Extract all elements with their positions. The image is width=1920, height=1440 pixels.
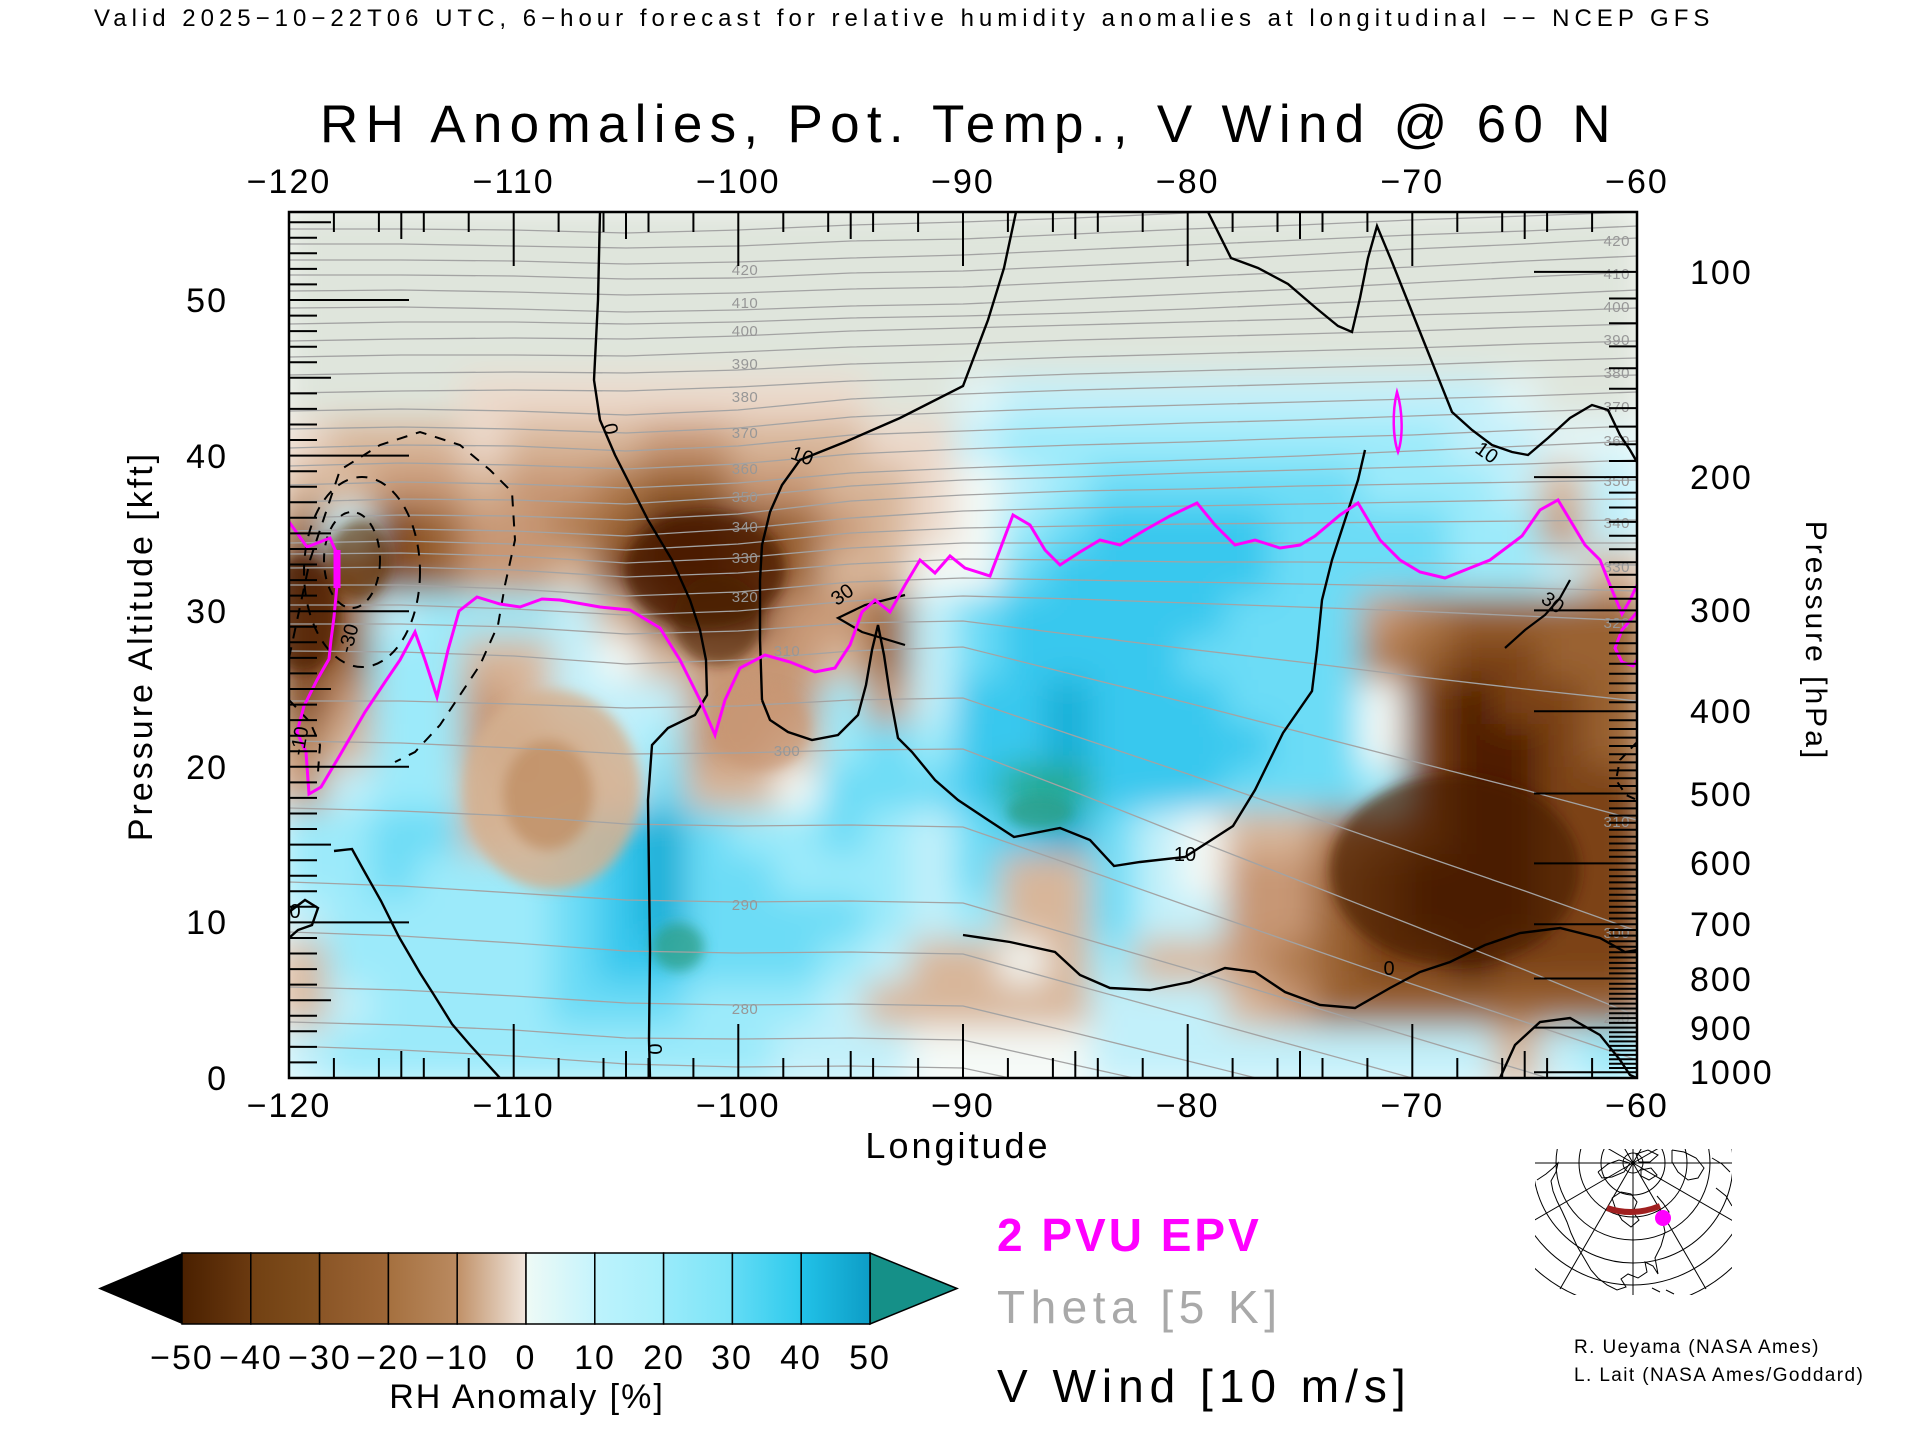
- svg-text:−40: −40: [219, 1339, 283, 1377]
- svg-text:Longitude: Longitude: [865, 1125, 1050, 1166]
- svg-text:10: 10: [186, 904, 228, 942]
- svg-text:−30: −30: [288, 1339, 352, 1377]
- svg-text:200: 200: [1690, 459, 1753, 497]
- svg-text:500: 500: [1690, 776, 1753, 814]
- svg-text:Pressure Altitude [kft]: Pressure Altitude [kft]: [122, 451, 160, 841]
- svg-text:RH Anomalies, Pot. Temp., V Wi: RH Anomalies, Pot. Temp., V Wind @ 60 N: [320, 95, 1618, 154]
- svg-text:410: 410: [732, 295, 759, 312]
- svg-text:40: 40: [780, 1339, 822, 1377]
- svg-text:340: 340: [732, 519, 759, 536]
- svg-text:360: 360: [732, 461, 759, 478]
- svg-text:900: 900: [1690, 1010, 1753, 1048]
- svg-text:340: 340: [1603, 515, 1630, 532]
- svg-text:−110: −110: [473, 163, 555, 201]
- svg-text:−80: −80: [1156, 163, 1220, 201]
- svg-text:40: 40: [186, 438, 228, 476]
- svg-text:350: 350: [732, 489, 759, 506]
- svg-text:−60: −60: [1605, 1087, 1669, 1125]
- svg-text:0: 0: [207, 1060, 228, 1098]
- svg-text:360: 360: [1603, 433, 1630, 450]
- svg-text:390: 390: [732, 356, 759, 373]
- svg-text:400: 400: [1603, 299, 1630, 316]
- svg-text:400: 400: [1690, 693, 1753, 731]
- svg-text:−60: −60: [1605, 163, 1669, 201]
- svg-text:RH Anomaly [%]: RH Anomaly [%]: [389, 1378, 665, 1416]
- svg-text:50: 50: [186, 282, 228, 320]
- svg-text:380: 380: [1603, 365, 1630, 382]
- svg-text:410: 410: [1603, 266, 1630, 283]
- svg-text:300: 300: [774, 743, 801, 760]
- svg-text:R. Ueyama (NASA Ames): R. Ueyama (NASA Ames): [1574, 1337, 1820, 1358]
- svg-text:420: 420: [732, 262, 759, 279]
- svg-text:−50: −50: [150, 1339, 214, 1377]
- svg-text:420: 420: [1603, 233, 1630, 250]
- svg-text:370: 370: [732, 425, 759, 442]
- svg-text:Theta [5 K]: Theta [5 K]: [997, 1281, 1283, 1333]
- svg-text:100: 100: [1690, 254, 1753, 292]
- svg-text:Valid 2025−10−22T06 UTC, 6−hou: Valid 2025−10−22T06 UTC, 6−hour forecast…: [94, 5, 1714, 32]
- svg-text:320: 320: [732, 589, 759, 606]
- svg-text:0: 0: [1383, 958, 1394, 980]
- svg-text:350: 350: [1603, 473, 1630, 490]
- svg-text:10: 10: [1174, 844, 1196, 866]
- svg-text:−100: −100: [696, 163, 781, 201]
- svg-text:−120: −120: [247, 1087, 332, 1125]
- svg-text:290: 290: [732, 897, 759, 914]
- svg-text:−70: −70: [1380, 163, 1444, 201]
- svg-text:800: 800: [1690, 961, 1753, 999]
- svg-text:30: 30: [186, 593, 228, 631]
- svg-text:10: 10: [574, 1339, 616, 1377]
- svg-text:−120: −120: [247, 163, 332, 201]
- svg-text:0: 0: [643, 1043, 665, 1054]
- svg-text:Pressure [hPa]: Pressure [hPa]: [1799, 521, 1832, 761]
- svg-text:20: 20: [643, 1339, 685, 1377]
- svg-text:−20: −20: [356, 1339, 420, 1377]
- svg-text:0: 0: [598, 422, 622, 437]
- svg-text:20: 20: [186, 749, 228, 787]
- svg-text:−10: −10: [425, 1339, 489, 1377]
- svg-text:V Wind [10 m/s]: V Wind [10 m/s]: [997, 1360, 1412, 1412]
- svg-text:310: 310: [774, 643, 801, 660]
- svg-text:330: 330: [732, 550, 759, 567]
- svg-text:300: 300: [1603, 925, 1630, 942]
- svg-text:−70: −70: [1380, 1087, 1444, 1125]
- svg-text:300: 300: [1690, 592, 1753, 630]
- svg-text:330: 330: [1603, 559, 1630, 576]
- svg-text:0: 0: [516, 1339, 537, 1377]
- svg-text:280: 280: [732, 1001, 759, 1018]
- svg-text:600: 600: [1690, 845, 1753, 883]
- svg-text:−90: −90: [931, 1087, 995, 1125]
- svg-text:−90: −90: [931, 163, 995, 201]
- svg-text:390: 390: [1603, 332, 1630, 349]
- svg-text:400: 400: [732, 323, 759, 340]
- svg-text:50: 50: [849, 1339, 891, 1377]
- svg-text:−110: −110: [473, 1087, 555, 1125]
- svg-text:380: 380: [732, 389, 759, 406]
- svg-text:2 PVU EPV: 2 PVU EPV: [997, 1209, 1262, 1261]
- svg-text:700: 700: [1690, 906, 1753, 944]
- svg-text:30: 30: [711, 1339, 753, 1377]
- svg-text:1000: 1000: [1690, 1054, 1774, 1092]
- svg-text:−100: −100: [696, 1087, 781, 1125]
- svg-text:0: 0: [289, 901, 300, 923]
- svg-text:L. Lait (NASA Ames/Goddard): L. Lait (NASA Ames/Goddard): [1574, 1365, 1864, 1386]
- svg-text:−80: −80: [1156, 1087, 1220, 1125]
